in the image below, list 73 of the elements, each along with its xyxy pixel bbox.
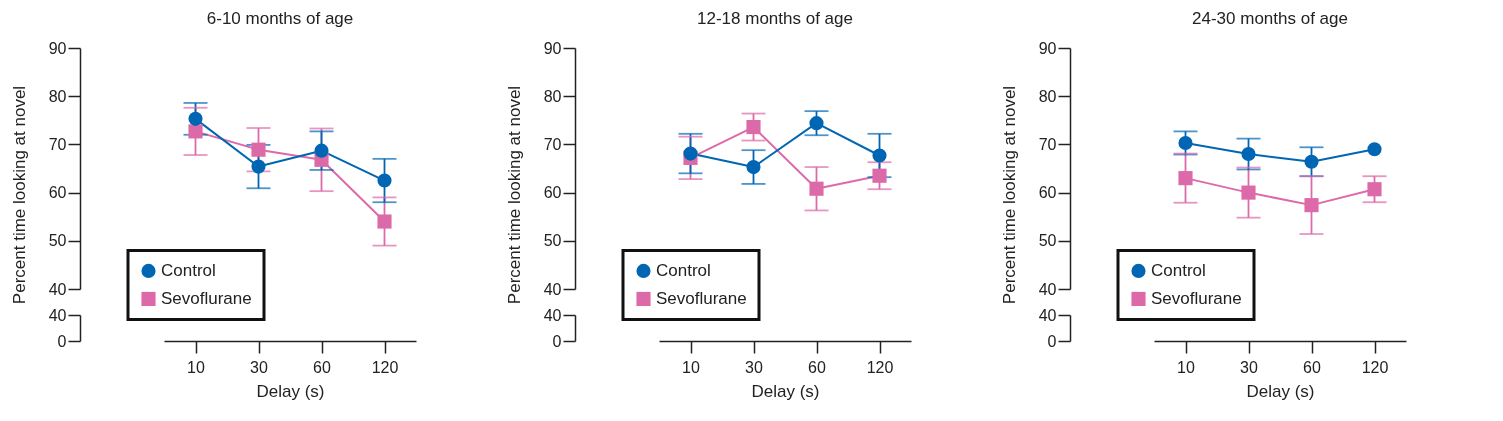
y-tick-label: 80 [1038, 87, 1057, 105]
y-tick-label: 70 [1038, 135, 1057, 153]
chart-title: 6-10 months of age [206, 9, 354, 28]
legend-label: Control [161, 260, 216, 280]
x-tick-label: 120 [866, 358, 894, 376]
x-tick-label: 60 [313, 358, 331, 376]
y-tick-label: 80 [48, 87, 67, 105]
y-tick-label: 40 [543, 306, 562, 324]
x-tick-label: 120 [1361, 358, 1389, 376]
point [377, 214, 392, 229]
x-axis-title: Delay (s) [1246, 381, 1315, 401]
y-axis-title: Percent time looking at novel [504, 85, 524, 305]
point [188, 124, 203, 139]
x-tick-label: 60 [1303, 358, 1321, 376]
y-tick-label: 0 [552, 332, 562, 350]
x-axis-title: Delay (s) [751, 381, 820, 401]
y-tick-label: 80 [543, 87, 562, 105]
y-tick-label: 40 [1038, 306, 1057, 324]
point [251, 142, 266, 157]
y-tick-label: 0 [1047, 332, 1057, 350]
point [746, 119, 761, 135]
point [872, 148, 887, 163]
y-tick-label: 70 [543, 135, 562, 153]
chart-title: 12-18 months of age [697, 9, 853, 28]
legend-label: Sevoflurane [656, 288, 747, 308]
point [809, 181, 824, 196]
point [1304, 154, 1319, 169]
point [1241, 146, 1256, 162]
legend-label: Sevoflurane [161, 288, 252, 308]
y-tick-label: 50 [1038, 232, 1057, 250]
legend-label: Sevoflurane [1151, 288, 1242, 308]
y-tick-label: 40 [48, 306, 67, 324]
y-tick-label: 40 [1038, 280, 1057, 298]
y-tick-label: 60 [543, 184, 562, 202]
y-tick-label: 0 [57, 332, 67, 350]
chart-title: 24-30 months of age [1192, 9, 1348, 28]
point [188, 111, 203, 126]
x-tick-label: 60 [808, 358, 826, 376]
x-tick-label: 10 [187, 358, 205, 376]
point [872, 168, 887, 183]
point [251, 159, 266, 174]
x-tick-label: 30 [1240, 358, 1258, 376]
y-axis-title: Percent time looking at novel [999, 85, 1019, 305]
x-tick-label: 30 [250, 358, 268, 376]
x-tick-label: 10 [1177, 358, 1195, 376]
y-tick-label: 40 [543, 280, 562, 298]
point [1178, 135, 1193, 151]
point [377, 173, 392, 188]
point [809, 116, 824, 131]
y-tick-label: 40 [48, 280, 67, 298]
point [1304, 198, 1319, 213]
y-tick-label: 70 [48, 135, 67, 153]
y-axis-title: Percent time looking at novel [9, 85, 29, 305]
x-tick-label: 10 [682, 358, 700, 376]
point [1367, 142, 1382, 157]
point [1178, 171, 1193, 186]
y-tick-label: 50 [543, 232, 562, 250]
point [683, 146, 698, 161]
point [1367, 182, 1382, 197]
legend-label: Control [1151, 260, 1206, 280]
x-axis-title: Delay (s) [256, 381, 325, 401]
y-tick-label: 60 [1038, 184, 1057, 202]
y-tick-label: 90 [48, 39, 67, 57]
point [314, 143, 329, 158]
legend-label: Control [656, 260, 711, 280]
y-tick-label: 90 [543, 39, 562, 57]
x-tick-label: 120 [371, 358, 399, 376]
x-tick-label: 30 [745, 358, 763, 376]
point [1241, 185, 1256, 200]
y-tick-label: 90 [1038, 39, 1057, 57]
y-tick-label: 50 [48, 232, 67, 250]
y-tick-label: 60 [48, 184, 67, 202]
point [746, 160, 761, 175]
